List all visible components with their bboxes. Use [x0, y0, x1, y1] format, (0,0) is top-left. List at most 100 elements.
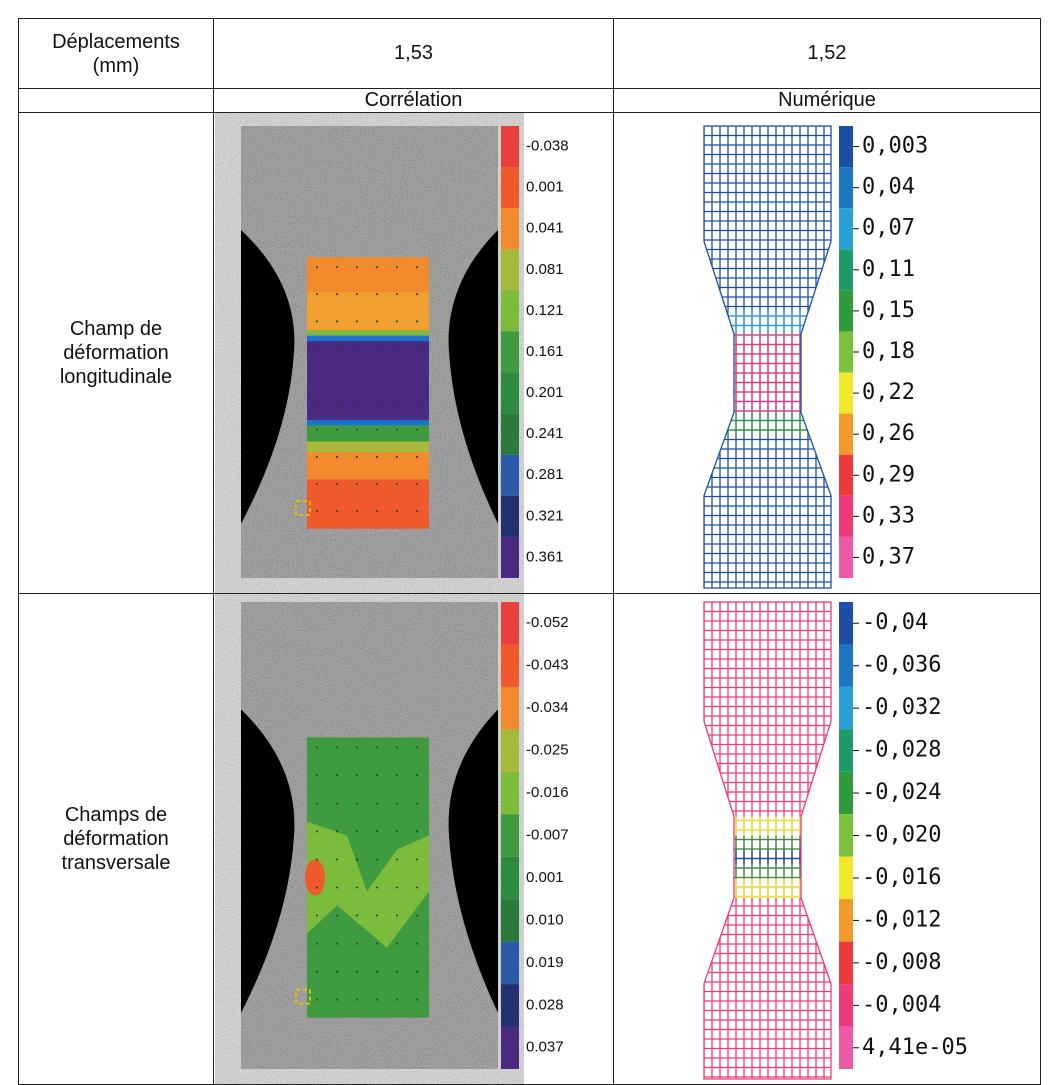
- grid-point: [316, 998, 318, 1001]
- grid-point: [316, 320, 318, 323]
- grid-point: [356, 320, 358, 323]
- legend-swatch: [501, 454, 519, 496]
- zoom-marker: [295, 500, 311, 517]
- correlation-figure: -0.052 -0.043 -0.034 -0.025 -0.016 -0.007 0.00…: [241, 602, 569, 1069]
- grid-point: [316, 942, 318, 945]
- grid-point: [376, 886, 378, 889]
- legend-label: -0,04: [862, 610, 928, 635]
- legend-swatch: [839, 536, 853, 578]
- grid-point: [356, 774, 358, 777]
- grid-point: [336, 347, 338, 350]
- grid-point: [416, 942, 418, 945]
- legend-swatch: [839, 249, 853, 291]
- grid-point: [336, 998, 338, 1001]
- legend-swatch: [501, 814, 519, 857]
- grid-point: [316, 266, 318, 269]
- legend-label: 0.321: [526, 507, 564, 524]
- grid-point: [356, 510, 358, 513]
- grid-point: [416, 830, 418, 833]
- legend-label: 0.161: [526, 343, 564, 360]
- legend-label: 0.001: [526, 869, 564, 886]
- grid-point: [376, 774, 378, 777]
- grid-point: [396, 320, 398, 323]
- grid-point: [356, 347, 358, 350]
- grid-point: [396, 347, 398, 350]
- legend-label: 0,22: [862, 380, 915, 405]
- grid-point: [316, 293, 318, 296]
- legend-label: 0.028: [526, 996, 564, 1013]
- legend-label: -0,008: [862, 950, 941, 975]
- mesh-band: [704, 850, 831, 865]
- grid-point: [316, 510, 318, 513]
- legend-label: 4,41e-05: [862, 1035, 968, 1060]
- grid-point: [336, 266, 338, 269]
- grid-point: [416, 483, 418, 486]
- legend-label: 0,37: [862, 544, 915, 569]
- grid-point: [396, 510, 398, 513]
- grid-point: [416, 998, 418, 1001]
- legend-swatch: [501, 290, 519, 332]
- grid-point: [396, 830, 398, 833]
- grid-point: [316, 970, 318, 973]
- legend-swatch: [501, 331, 519, 373]
- grid-point: [396, 483, 398, 486]
- mesh-band: [704, 412, 831, 436]
- grid-point: [316, 830, 318, 833]
- legend-swatch: [839, 290, 853, 332]
- legend-swatch: [839, 126, 853, 168]
- grid-point: [376, 374, 378, 377]
- legend-swatch: [839, 331, 853, 373]
- grid-point: [336, 320, 338, 323]
- grid-point: [396, 293, 398, 296]
- legend-swatch: [501, 495, 519, 537]
- legend-label: 0,15: [862, 298, 915, 323]
- grid-point: [416, 320, 418, 323]
- grid-point: [356, 746, 358, 749]
- legend-swatch: [839, 814, 853, 857]
- contour-band: [307, 425, 429, 442]
- grid-point: [356, 914, 358, 917]
- header-row: Déplacements (mm) 1,53 1,52: [18, 18, 1041, 89]
- legend-swatch: [839, 1026, 853, 1069]
- legend-label: 0,003: [862, 134, 928, 159]
- grid-point: [396, 774, 398, 777]
- grid-point: [416, 455, 418, 458]
- grid-point: [336, 374, 338, 377]
- grid-point: [376, 914, 378, 917]
- grid-point: [396, 942, 398, 945]
- legend-label: -0,028: [862, 738, 941, 763]
- grid-point: [316, 374, 318, 377]
- grid-point: [336, 858, 338, 861]
- grid-point: [316, 347, 318, 350]
- contour-patch: [307, 821, 429, 948]
- grid-point: [376, 942, 378, 945]
- grid-point: [336, 830, 338, 833]
- grid-point: [316, 483, 318, 486]
- grid-point: [356, 998, 358, 1001]
- grid-point: [316, 401, 318, 404]
- legend-swatch: [839, 856, 853, 900]
- row-label: Champs de déformation transversale: [18, 593, 214, 1085]
- legend-swatch: [839, 686, 853, 730]
- header-cell: 1,53: [213, 18, 614, 89]
- subheader-row: Corrélation Numérique: [18, 88, 1041, 113]
- legend-label: 0.241: [526, 425, 564, 442]
- grid-point: [396, 858, 398, 861]
- grid-point: [396, 428, 398, 431]
- grid-point: [356, 942, 358, 945]
- grid-point: [336, 914, 338, 917]
- grid-point: [316, 455, 318, 458]
- legend-swatch: [839, 984, 853, 1027]
- legend-swatch: [501, 771, 519, 815]
- subheader-cell: Corrélation: [213, 88, 614, 113]
- legend-swatch: [501, 899, 519, 942]
- legend-swatch: [501, 686, 519, 730]
- legend-swatch: [501, 856, 519, 900]
- legend-swatch: [839, 372, 853, 414]
- legend-label: 0.081: [526, 261, 564, 278]
- grid-point: [316, 914, 318, 917]
- grid-point: [336, 455, 338, 458]
- grid-point: [356, 293, 358, 296]
- legend-label: 0,07: [862, 216, 915, 241]
- grid-point: [376, 802, 378, 805]
